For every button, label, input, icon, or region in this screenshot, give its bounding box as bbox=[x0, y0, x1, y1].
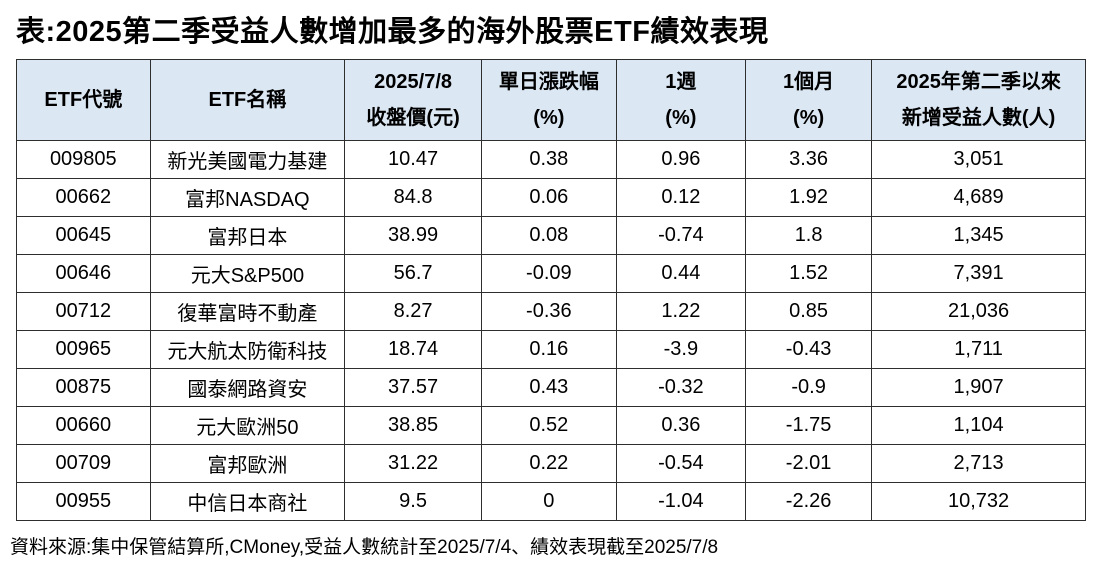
table-row: 00709 富邦歐洲 31.22 0.22 -0.54 -2.01 2,713 bbox=[16, 444, 1086, 483]
table-cell: 1.8 bbox=[745, 216, 873, 255]
table-cell: 元大歐洲50 bbox=[149, 406, 346, 445]
table-cell: 00709 bbox=[16, 444, 151, 483]
table-cell: 37.57 bbox=[344, 368, 482, 407]
table-row: 00660 元大歐洲50 38.85 0.52 0.36 -1.75 1,104 bbox=[16, 406, 1086, 445]
table-cell: 0.22 bbox=[481, 444, 617, 483]
table-cell: 新光美國電力基建 bbox=[149, 140, 346, 179]
table-cell: -0.09 bbox=[481, 254, 617, 293]
table-cell: 3.36 bbox=[745, 140, 873, 179]
table-cell: 0.85 bbox=[745, 292, 873, 331]
table-cell: 0.06 bbox=[481, 178, 617, 217]
column-header-1: ETF名稱 bbox=[149, 59, 346, 141]
table-row: 00955 中信日本商社 9.5 0 -1.04 -2.26 10,732 bbox=[16, 482, 1086, 521]
table-cell: 2,713 bbox=[871, 444, 1086, 483]
table-cell: 00645 bbox=[16, 216, 151, 255]
table-cell: 00712 bbox=[16, 292, 151, 331]
table-cell: 10,732 bbox=[871, 482, 1086, 521]
table-cell: 富邦日本 bbox=[149, 216, 346, 255]
table-cell: 00965 bbox=[16, 330, 151, 369]
table-cell: 9.5 bbox=[344, 482, 482, 521]
table-row: 00712 復華富時不動產 8.27 -0.36 1.22 0.85 21,036 bbox=[16, 292, 1086, 331]
column-header-6: 2025年第二季以來 新增受益人數(人) bbox=[871, 59, 1086, 141]
table-cell: 0.43 bbox=[481, 368, 617, 407]
table-cell: -0.36 bbox=[481, 292, 617, 331]
table-cell: 1.22 bbox=[615, 292, 747, 331]
table-cell: 0.36 bbox=[615, 406, 747, 445]
table-cell: 0 bbox=[481, 482, 617, 521]
table-row: 00646 元大S&P500 56.7 -0.09 0.44 1.52 7,391 bbox=[16, 254, 1086, 293]
table-cell: 38.85 bbox=[344, 406, 482, 445]
header-row: ETF代號 ETF名稱 2025/7/8 收盤價(元) 單日漲跌幅 (%) 1週 (%)… bbox=[16, 59, 1086, 141]
table-cell: -1.04 bbox=[615, 482, 747, 521]
table-body: 009805 新光美國電力基建 10.47 0.38 0.96 3.36 3,051 0066… bbox=[16, 140, 1086, 521]
table-cell: 0.16 bbox=[481, 330, 617, 369]
table-cell: 富邦歐洲 bbox=[149, 444, 346, 483]
table-cell: 0.08 bbox=[481, 216, 617, 255]
table-cell: -0.9 bbox=[745, 368, 873, 407]
table-cell: 009805 bbox=[16, 140, 151, 179]
table-cell: 1,907 bbox=[871, 368, 1086, 407]
table-cell: 元大S&P500 bbox=[149, 254, 346, 293]
table-cell: 10.47 bbox=[344, 140, 482, 179]
etf-performance-table: ETF代號 ETF名稱 2025/7/8 收盤價(元) 單日漲跌幅 (%) 1週 (%)… bbox=[16, 59, 1086, 521]
table-cell: 7,391 bbox=[871, 254, 1086, 293]
table-cell: -0.74 bbox=[615, 216, 747, 255]
table-cell: 8.27 bbox=[344, 292, 482, 331]
source-note: 資料來源:集中保管結算所,CMoney,受益人數統計至2025/7/4、績效表現… bbox=[10, 537, 719, 558]
table-cell: 富邦NASDAQ bbox=[149, 178, 346, 217]
table-cell: -2.26 bbox=[745, 482, 873, 521]
table-cell: 84.8 bbox=[344, 178, 482, 217]
table-cell: 0.38 bbox=[481, 140, 617, 179]
table-cell: 1,345 bbox=[871, 216, 1086, 255]
table-cell: 1,104 bbox=[871, 406, 1086, 445]
table-cell: 21,036 bbox=[871, 292, 1086, 331]
table-cell: -0.43 bbox=[745, 330, 873, 369]
table-cell: 00955 bbox=[16, 482, 151, 521]
table-cell: -0.32 bbox=[615, 368, 747, 407]
column-header-2: 2025/7/8 收盤價(元) bbox=[344, 59, 482, 141]
table-cell: 1.92 bbox=[745, 178, 873, 217]
table-cell: 0.12 bbox=[615, 178, 747, 217]
table-cell: 31.22 bbox=[344, 444, 482, 483]
table-cell: 56.7 bbox=[344, 254, 482, 293]
table-cell: 00662 bbox=[16, 178, 151, 217]
table-cell: 0.52 bbox=[481, 406, 617, 445]
table-cell: 4,689 bbox=[871, 178, 1086, 217]
table-cell: 3,051 bbox=[871, 140, 1086, 179]
column-header-5: 1個月 (%) bbox=[745, 59, 873, 141]
table-cell: 1,711 bbox=[871, 330, 1086, 369]
table-cell: -0.54 bbox=[615, 444, 747, 483]
table-row: 00965 元大航太防衛科技 18.74 0.16 -3.9 -0.43 1,711 bbox=[16, 330, 1086, 369]
table-cell: 00660 bbox=[16, 406, 151, 445]
table-cell: 00646 bbox=[16, 254, 151, 293]
table-cell: 復華富時不動產 bbox=[149, 292, 346, 331]
column-header-3: 單日漲跌幅 (%) bbox=[481, 59, 617, 141]
table-cell: -1.75 bbox=[745, 406, 873, 445]
table-cell: 18.74 bbox=[344, 330, 482, 369]
column-header-4: 1週 (%) bbox=[615, 59, 747, 141]
table-cell: 元大航太防衛科技 bbox=[149, 330, 346, 369]
table-cell: 00875 bbox=[16, 368, 151, 407]
table-cell: 38.99 bbox=[344, 216, 482, 255]
table-cell: 0.44 bbox=[615, 254, 747, 293]
table-cell: 0.96 bbox=[615, 140, 747, 179]
table-cell: -2.01 bbox=[745, 444, 873, 483]
table-cell: 中信日本商社 bbox=[149, 482, 346, 521]
column-header-0: ETF代號 bbox=[16, 59, 151, 141]
table-cell: 1.52 bbox=[745, 254, 873, 293]
table-row: 00662 富邦NASDAQ 84.8 0.06 0.12 1.92 4,689 bbox=[16, 178, 1086, 217]
table-cell: 國泰網路資安 bbox=[149, 368, 346, 407]
table-row: 009805 新光美國電力基建 10.47 0.38 0.96 3.36 3,051 bbox=[16, 140, 1086, 179]
table-cell: -3.9 bbox=[615, 330, 747, 369]
table-row: 00875 國泰網路資安 37.57 0.43 -0.32 -0.9 1,907 bbox=[16, 368, 1086, 407]
table-row: 00645 富邦日本 38.99 0.08 -0.74 1.8 1,345 bbox=[16, 216, 1086, 255]
page-title: 表:2025第二季受益人數增加最多的海外股票ETF績效表現 bbox=[16, 16, 769, 48]
